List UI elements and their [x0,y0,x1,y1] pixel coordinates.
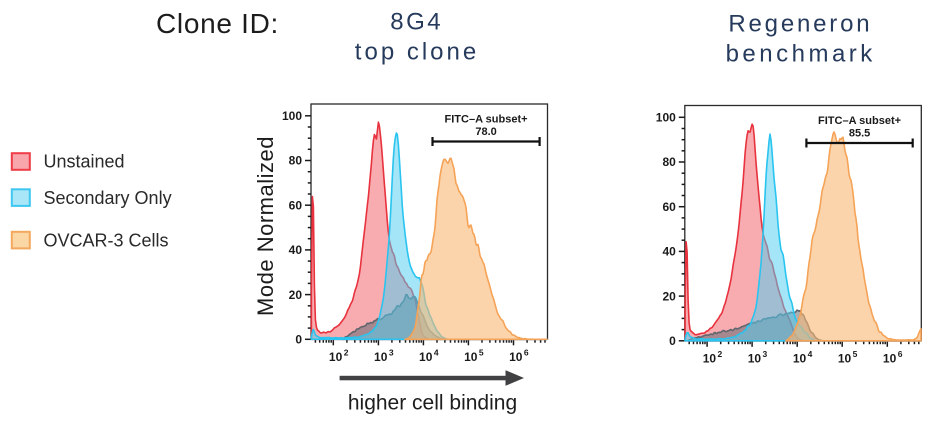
svg-text:10: 10 [883,351,897,365]
svg-text:Unstained: Unstained [44,152,125,172]
svg-text:20: 20 [289,288,303,302]
svg-text:60: 60 [289,198,303,212]
svg-text:4: 4 [434,347,439,357]
svg-text:FITC–A subset+: FITC–A subset+ [818,115,901,127]
svg-text:100: 100 [282,109,302,123]
svg-text:6: 6 [524,347,529,357]
svg-text:6: 6 [898,349,903,359]
svg-text:Clone ID:: Clone ID: [156,8,279,39]
svg-text:10: 10 [419,350,433,364]
svg-text:5: 5 [479,347,484,357]
svg-text:10: 10 [464,350,478,364]
svg-text:5: 5 [853,349,858,359]
svg-text:0: 0 [295,333,302,347]
svg-text:80: 80 [289,154,303,168]
svg-text:20: 20 [662,289,676,303]
svg-text:Regeneron: Regeneron [728,11,872,38]
svg-text:80: 80 [662,155,676,169]
svg-text:10: 10 [703,351,717,365]
svg-text:2: 2 [718,349,723,359]
svg-text:OVCAR-3 Cells: OVCAR-3 Cells [44,230,169,250]
svg-text:4: 4 [808,349,813,359]
svg-text:FITC–A subset+: FITC–A subset+ [445,114,528,126]
svg-text:10: 10 [329,350,343,364]
svg-text:40: 40 [289,243,303,257]
svg-text:60: 60 [662,200,676,214]
svg-text:0: 0 [669,334,676,348]
svg-text:100: 100 [656,111,676,125]
svg-text:3: 3 [763,349,768,359]
svg-text:10: 10 [374,350,388,364]
svg-text:Mode Normalized: Mode Normalized [253,136,278,316]
svg-text:40: 40 [662,245,676,259]
svg-text:10: 10 [509,350,523,364]
svg-text:higher cell binding: higher cell binding [348,392,517,415]
svg-text:top clone: top clone [355,39,479,66]
svg-text:10: 10 [793,351,807,365]
svg-text:10: 10 [748,351,762,365]
svg-text:78.0: 78.0 [475,126,496,138]
svg-text:2: 2 [344,347,349,357]
svg-text:Secondary Only: Secondary Only [44,188,172,208]
svg-text:benchmark: benchmark [726,41,876,68]
svg-text:8G4: 8G4 [390,9,443,36]
svg-text:85.5: 85.5 [849,128,870,140]
svg-text:10: 10 [838,351,852,365]
svg-text:3: 3 [389,347,394,357]
